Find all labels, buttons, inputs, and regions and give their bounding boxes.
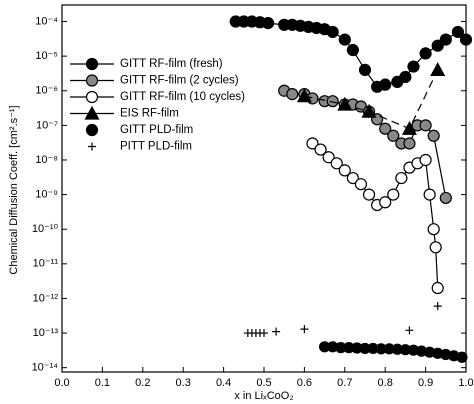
data-point — [419, 153, 432, 167]
data-point — [330, 157, 343, 170]
x-tick-label: 0.8 — [378, 377, 393, 389]
x-tick-label: 0.3 — [176, 377, 191, 389]
data-point — [429, 241, 442, 254]
data-point — [379, 196, 392, 209]
data-point — [387, 188, 400, 201]
data-point — [338, 164, 351, 177]
data-point — [451, 25, 465, 39]
data-point — [379, 78, 392, 91]
data-point — [362, 188, 376, 201]
data-point — [439, 33, 452, 46]
legend-marker — [85, 123, 99, 137]
data-point — [326, 25, 339, 39]
data-point — [431, 39, 444, 52]
data-point — [439, 191, 452, 205]
x-tick-label: 0.7 — [337, 377, 352, 389]
y-axis-label: Chemical Diffusion Coeff. [cm².s⁻¹] — [8, 105, 20, 274]
data-point — [272, 327, 281, 336]
data-point — [260, 329, 268, 338]
data-point — [314, 143, 327, 156]
data-point — [286, 88, 299, 101]
y-tick-label: 10⁻¹⁴ — [32, 362, 59, 374]
legend-label: GITT RF-film (fresh) — [120, 58, 223, 70]
data-point — [401, 120, 417, 135]
data-point — [337, 96, 353, 111]
y-tick-label: 10⁻⁸ — [35, 154, 58, 166]
data-point — [399, 70, 412, 84]
x-tick-label: 0.0 — [54, 377, 69, 389]
data-point — [354, 178, 368, 191]
data-point — [456, 351, 468, 363]
x-tick-label: 0.5 — [256, 377, 271, 389]
legend-label: PITT PLD-film — [120, 141, 192, 153]
data-point — [338, 33, 351, 46]
y-tick-label: 10⁻¹¹ — [33, 258, 59, 270]
data-point — [419, 119, 432, 132]
data-point — [387, 129, 400, 142]
legend-label: GITT RF-film (2 cycles) — [120, 75, 239, 87]
y-tick-label: 10⁻⁷ — [36, 119, 58, 131]
x-tick-label: 1.0 — [458, 377, 473, 389]
y-tick-label: 10⁻⁶ — [35, 85, 58, 97]
data-point — [322, 151, 335, 164]
y-tick-label: 10⁻⁹ — [35, 189, 58, 201]
data-point — [306, 137, 319, 150]
data-point — [358, 63, 372, 77]
data-point — [431, 281, 444, 295]
data-point — [361, 103, 377, 118]
x-tick-label: 0.2 — [135, 377, 150, 389]
legend-marker — [88, 142, 96, 151]
legend-label: EIS RF-film — [120, 108, 179, 120]
x-tick-label: 0.1 — [95, 377, 110, 389]
data-point — [296, 88, 312, 103]
y-tick-label: 10⁻¹³ — [33, 327, 59, 339]
data-point — [261, 16, 275, 30]
data-point — [403, 137, 416, 150]
data-point — [427, 223, 440, 236]
legend-marker — [85, 74, 99, 87]
legend-label: GITT PLD-film — [120, 124, 193, 136]
y-tick-label: 10⁻⁵ — [35, 50, 58, 62]
data-point — [300, 325, 309, 334]
data-point — [379, 122, 392, 135]
data-point — [433, 302, 442, 311]
legend-marker — [85, 90, 99, 104]
data-point — [395, 171, 408, 185]
legend-label: GITT RF-film (10 cycles) — [120, 91, 245, 103]
x-tick-label: 0.9 — [418, 377, 433, 389]
data-point — [407, 60, 420, 73]
y-tick-label: 10⁻¹² — [33, 292, 59, 304]
data-point — [423, 188, 436, 201]
y-tick-label: 10⁻¹⁰ — [32, 223, 59, 235]
data-point — [405, 326, 414, 335]
data-point — [459, 33, 473, 46]
data-point — [326, 95, 339, 108]
data-point — [419, 47, 432, 60]
legend-marker — [84, 105, 100, 120]
data-point — [430, 62, 446, 77]
x-tick-label: 0.6 — [297, 377, 312, 389]
data-point — [346, 43, 359, 57]
data-point — [346, 171, 359, 185]
x-tick-label: 0.4 — [216, 377, 231, 389]
legend-marker — [85, 57, 99, 71]
data-point — [427, 129, 440, 142]
y-tick-label: 10⁻⁴ — [35, 15, 58, 27]
x-axis-label: x in LiₓCoO₂ — [234, 390, 293, 402]
